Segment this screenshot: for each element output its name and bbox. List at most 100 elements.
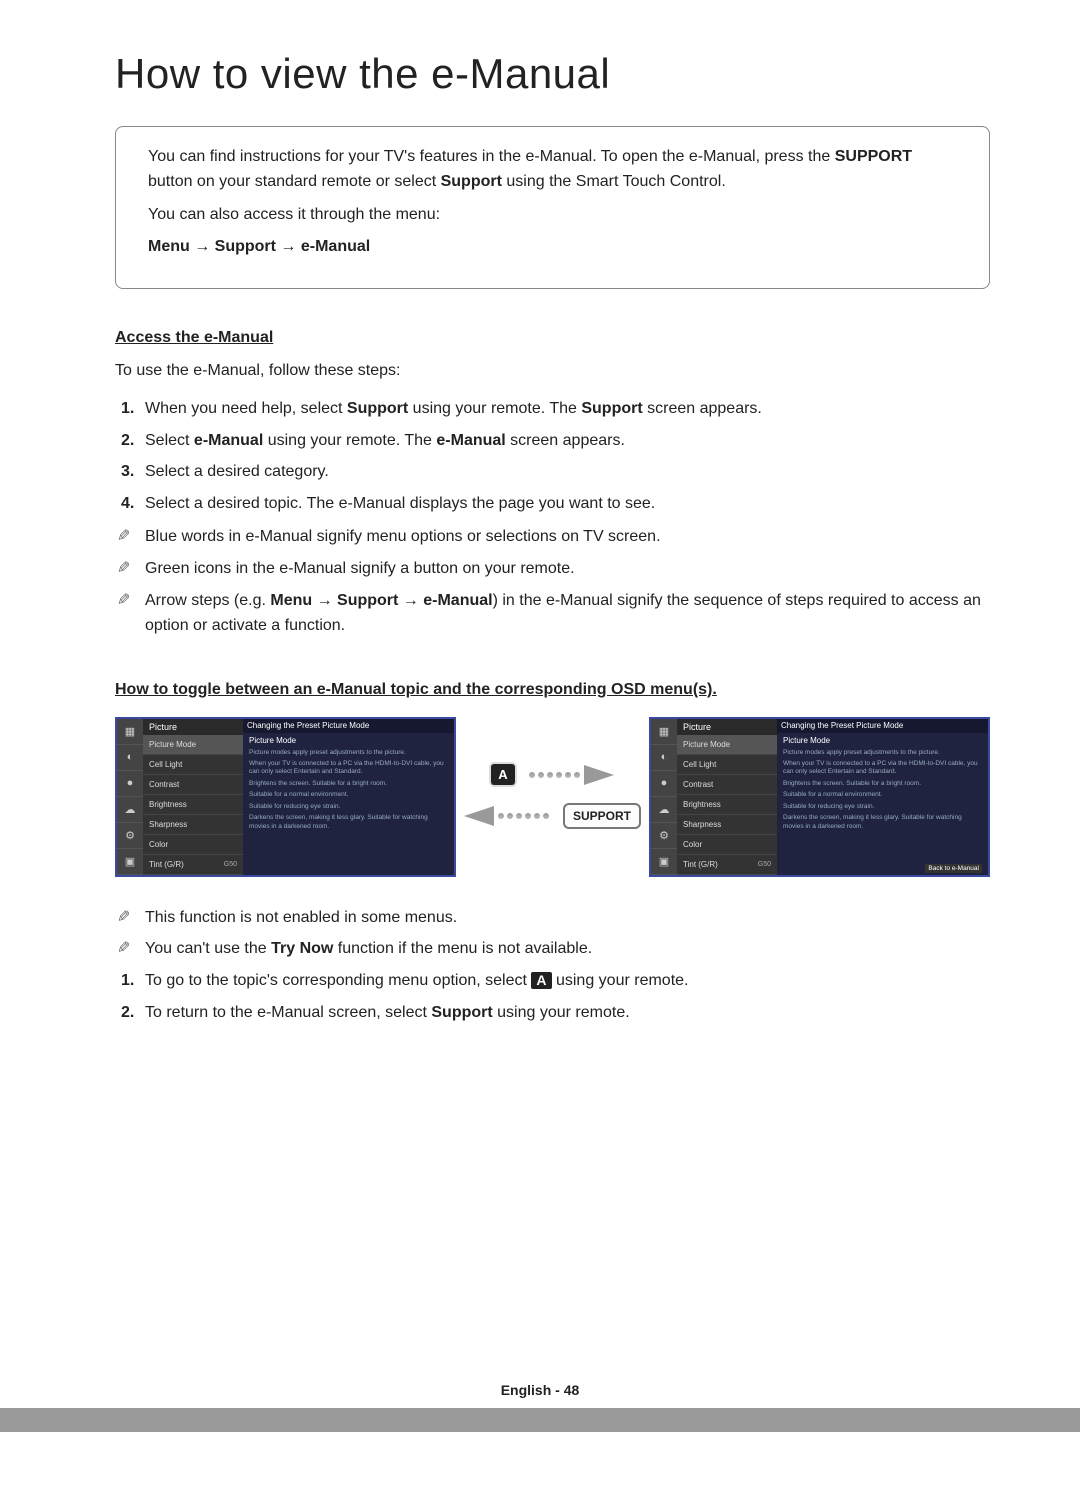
text: Select bbox=[145, 432, 194, 449]
text: using the Smart Touch Control. bbox=[502, 173, 726, 190]
step: 1. When you need help, select Support us… bbox=[115, 396, 990, 422]
menu-row: Cell Light bbox=[143, 755, 243, 775]
content-desc: Darkens the screen, making it less glary… bbox=[249, 814, 448, 831]
section1-lead: To use the e-Manual, follow these steps: bbox=[115, 359, 990, 384]
menu-column: Picture Picture Mode Cell Light Contrast… bbox=[143, 719, 243, 875]
intro-p1: You can find instructions for your TV's … bbox=[148, 145, 957, 195]
text: using your remote. The bbox=[263, 432, 436, 449]
content-desc: Picture modes apply preset adjustments t… bbox=[249, 749, 448, 757]
text: using your remote. The bbox=[408, 400, 581, 417]
text-bold: Support bbox=[347, 400, 408, 417]
intro-p2: You can also access it through the menu: bbox=[148, 203, 957, 228]
toggle-diagram: ▦ ◐ ● ☁ ⚙ ▣ Picture Picture Mode Cell Li… bbox=[115, 717, 990, 877]
menu-column: Picture Picture Mode Cell Light Contrast… bbox=[677, 719, 777, 875]
step: 1. To go to the topic's corresponding me… bbox=[115, 968, 990, 994]
network-icon: ☁ bbox=[117, 797, 143, 823]
text: using your remote. bbox=[552, 972, 689, 989]
content-desc: Darkens the screen, making it less glary… bbox=[783, 814, 982, 831]
menu-row: Tint (G/R)G50 bbox=[143, 855, 243, 875]
section1-heading: Access the e-Manual bbox=[115, 329, 990, 347]
sound-icon: ◐ bbox=[117, 745, 143, 771]
content-desc: When your TV is connected to a PC via th… bbox=[249, 760, 448, 777]
dots-icon bbox=[498, 813, 549, 819]
content-desc: Suitable for a normal environment. bbox=[249, 791, 448, 799]
channel-icon: ● bbox=[117, 771, 143, 797]
system-icon: ⚙ bbox=[117, 823, 143, 849]
content-desc: Suitable for a normal environment. bbox=[783, 791, 982, 799]
bottom-bar bbox=[0, 1408, 1080, 1432]
menu-head: Picture bbox=[143, 719, 243, 735]
picture-icon: ▦ bbox=[117, 719, 143, 745]
text: When you need help, select bbox=[145, 400, 347, 417]
support-key-chip: SUPPORT bbox=[563, 803, 641, 829]
support-icon: ▣ bbox=[117, 849, 143, 875]
back-to-emanual: Back to e-Manual bbox=[925, 864, 982, 873]
note: You can't use the Try Now function if th… bbox=[115, 936, 990, 962]
menu-row: Picture Mode bbox=[677, 735, 777, 755]
section1-steps: 1. When you need help, select Support us… bbox=[115, 396, 990, 516]
a-key-inline: A bbox=[531, 972, 551, 989]
arrow-left-row: SUPPORT bbox=[464, 803, 641, 829]
menu-row: Contrast bbox=[143, 775, 243, 795]
menu-row: Cell Light bbox=[677, 755, 777, 775]
support-icon: ▣ bbox=[651, 849, 677, 875]
content-sub: Picture Mode bbox=[783, 736, 982, 746]
arrow-column: A SUPPORT bbox=[456, 764, 649, 829]
text-bold: e-Manual bbox=[436, 432, 505, 449]
menu-row: Color bbox=[143, 835, 243, 855]
content-pane: Changing the Preset Picture Mode Picture… bbox=[777, 719, 988, 875]
section2-steps: 1. To go to the topic's corresponding me… bbox=[115, 968, 990, 1025]
osd-panel-right: ▦ ◐ ● ☁ ⚙ ▣ Picture Picture Mode Cell Li… bbox=[649, 717, 990, 877]
network-icon: ☁ bbox=[651, 797, 677, 823]
menu-head: Picture bbox=[677, 719, 777, 735]
text-bold: e-Manual bbox=[194, 432, 263, 449]
text: Select a desired topic. The e-Manual dis… bbox=[145, 495, 655, 512]
note: Green icons in the e-Manual signify a bu… bbox=[115, 556, 990, 582]
menu-row: Picture Mode bbox=[143, 735, 243, 755]
section2-notes: This function is not enabled in some men… bbox=[115, 905, 990, 962]
menu-row: Contrast bbox=[677, 775, 777, 795]
note: This function is not enabled in some men… bbox=[115, 905, 990, 931]
content-desc: When your TV is connected to a PC via th… bbox=[783, 760, 982, 777]
text: function if the menu is not available. bbox=[333, 940, 592, 957]
text-bold: Support bbox=[581, 400, 642, 417]
content-desc: Suitable for reducing eye strain. bbox=[249, 803, 448, 811]
page-number: English - 48 bbox=[0, 1382, 1080, 1398]
text-bold: Menu → Support → e-Manual bbox=[270, 592, 492, 609]
menu-row: Sharpness bbox=[677, 815, 777, 835]
text: You can't use the bbox=[145, 940, 271, 957]
text-bold: SUPPORT bbox=[835, 148, 912, 165]
dots-icon bbox=[529, 772, 580, 778]
section1-notes: Blue words in e-Manual signify menu opti… bbox=[115, 524, 990, 638]
text: To return to the e-Manual screen, select bbox=[145, 1004, 431, 1021]
icon-column: ▦ ◐ ● ☁ ⚙ ▣ bbox=[651, 719, 677, 875]
menu-row: Color bbox=[677, 835, 777, 855]
step: 2. Select e-Manual using your remote. Th… bbox=[115, 428, 990, 454]
menu-row: Brightness bbox=[143, 795, 243, 815]
text: You can find instructions for your TV's … bbox=[148, 148, 835, 165]
text: Select a desired category. bbox=[145, 463, 329, 480]
text-bold: Support bbox=[431, 1004, 492, 1021]
text: Arrow steps (e.g. bbox=[145, 592, 270, 609]
arrow-left-icon bbox=[464, 806, 494, 826]
text: screen appears. bbox=[643, 400, 762, 417]
text: using your remote. bbox=[493, 1004, 630, 1021]
content-desc: Brightens the screen. Suitable for a bri… bbox=[249, 780, 448, 788]
section2-heading: How to toggle between an e-Manual topic … bbox=[115, 681, 990, 699]
menu-row: Tint (G/R)G50 bbox=[677, 855, 777, 875]
text: To go to the topic's corresponding menu … bbox=[145, 972, 531, 989]
content-title: Changing the Preset Picture Mode bbox=[243, 719, 454, 733]
text-bold: Support bbox=[441, 173, 502, 190]
content-pane: Changing the Preset Picture Mode Picture… bbox=[243, 719, 454, 875]
content-title: Changing the Preset Picture Mode bbox=[777, 719, 988, 733]
content-sub: Picture Mode bbox=[249, 736, 448, 746]
page-title: How to view the e-Manual bbox=[115, 50, 990, 98]
content-desc: Suitable for reducing eye strain. bbox=[783, 803, 982, 811]
channel-icon: ● bbox=[651, 771, 677, 797]
intro-p3: Menu → Support → e-Manual bbox=[148, 235, 957, 260]
note: Blue words in e-Manual signify menu opti… bbox=[115, 524, 990, 550]
intro-box: You can find instructions for your TV's … bbox=[115, 126, 990, 289]
step: 4.Select a desired topic. The e-Manual d… bbox=[115, 491, 990, 517]
arrow-right-row: A bbox=[491, 764, 613, 785]
osd-panel-left: ▦ ◐ ● ☁ ⚙ ▣ Picture Picture Mode Cell Li… bbox=[115, 717, 456, 877]
